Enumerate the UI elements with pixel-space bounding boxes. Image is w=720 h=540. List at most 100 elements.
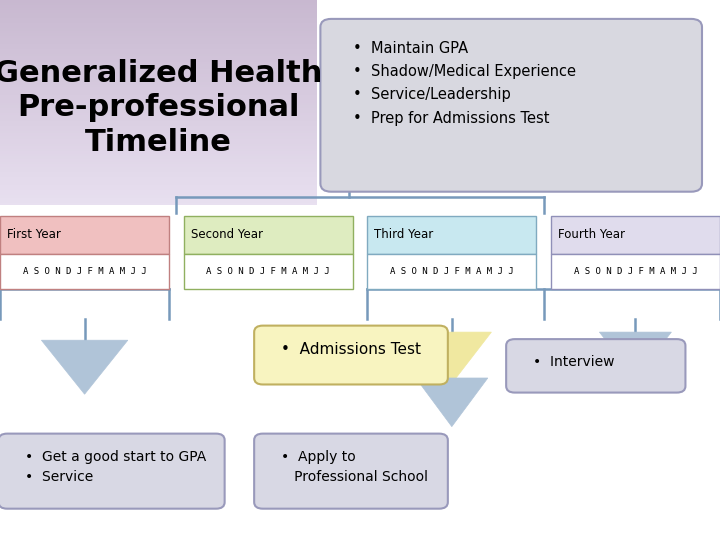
Text: A S O N D J F M A M J J: A S O N D J F M A M J J	[23, 267, 146, 276]
Bar	[0, 54, 317, 56]
Text: •  Get a good start to GPA
•  Service: • Get a good start to GPA • Service	[25, 450, 207, 484]
Bar	[0, 136, 317, 139]
Bar	[0, 138, 317, 141]
Bar	[0, 66, 317, 69]
Bar	[0, 198, 317, 200]
Bar	[0, 92, 317, 95]
Bar	[0, 95, 317, 97]
Bar	[0, 38, 317, 41]
Bar	[551, 254, 720, 289]
Bar	[367, 216, 536, 254]
Bar	[0, 15, 317, 18]
Bar	[367, 254, 536, 289]
Text: Third Year: Third Year	[374, 228, 433, 241]
Text: •  Apply to
   Professional School: • Apply to Professional School	[281, 450, 428, 484]
Bar	[0, 159, 317, 161]
Bar	[0, 192, 317, 195]
Bar	[0, 23, 317, 25]
Bar	[0, 69, 317, 72]
Text: A S O N D J F M A M J J: A S O N D J F M A M J J	[390, 267, 513, 276]
Bar	[0, 179, 317, 182]
Bar	[0, 28, 317, 31]
Bar	[0, 170, 317, 172]
Bar	[184, 254, 353, 289]
Bar	[317, 0, 720, 540]
Bar	[0, 82, 317, 85]
Bar	[0, 200, 317, 202]
Bar	[0, 31, 317, 33]
Text: •  Admissions Test: • Admissions Test	[281, 342, 420, 357]
Text: A S O N D J F M A M J J: A S O N D J F M A M J J	[207, 267, 330, 276]
Bar	[0, 51, 317, 54]
Bar	[0, 185, 317, 187]
Bar	[0, 157, 317, 159]
Bar	[0, 18, 317, 21]
Bar	[0, 216, 169, 254]
Bar	[0, 41, 317, 44]
Bar	[0, 87, 317, 90]
Bar	[0, 141, 317, 144]
Bar	[184, 216, 353, 254]
Polygon shape	[416, 378, 488, 427]
Bar	[0, 8, 317, 10]
Bar	[0, 36, 317, 38]
Bar	[0, 120, 317, 123]
Bar	[0, 164, 317, 167]
Bar	[0, 105, 317, 108]
Bar	[0, 254, 169, 289]
Bar	[0, 177, 317, 179]
Bar	[0, 133, 317, 136]
Bar	[0, 131, 317, 133]
Bar	[0, 25, 317, 28]
Bar	[0, 148, 317, 151]
Bar	[0, 10, 317, 13]
Bar	[0, 118, 317, 120]
Bar	[0, 49, 317, 51]
Text: A S O N D J F M A M J J: A S O N D J F M A M J J	[574, 267, 697, 276]
Bar	[0, 90, 317, 92]
Bar	[0, 167, 317, 170]
Bar	[0, 146, 317, 148]
Bar	[0, 202, 317, 205]
Bar	[0, 187, 317, 190]
Bar	[0, 182, 317, 185]
Bar	[0, 21, 317, 23]
Bar	[0, 174, 317, 177]
Bar	[0, 33, 317, 36]
Bar	[0, 77, 317, 79]
FancyBboxPatch shape	[254, 434, 448, 509]
Bar	[0, 151, 317, 154]
Bar	[0, 0, 317, 3]
Bar	[0, 205, 317, 540]
Bar	[0, 144, 317, 146]
Text: Second Year: Second Year	[191, 228, 263, 241]
Text: •  Interview: • Interview	[533, 355, 614, 369]
Bar	[0, 128, 317, 131]
Bar	[0, 46, 317, 49]
Bar	[0, 103, 317, 105]
Bar	[0, 126, 317, 128]
FancyBboxPatch shape	[320, 19, 702, 192]
Bar	[0, 190, 317, 192]
Bar	[0, 72, 317, 75]
Bar	[0, 195, 317, 198]
Bar	[0, 64, 317, 66]
Text: •  Maintain GPA
•  Shadow/Medical Experience
•  Service/Leadership
•  Prep for A: • Maintain GPA • Shadow/Medical Experien…	[353, 40, 576, 126]
Polygon shape	[412, 332, 491, 383]
Polygon shape	[42, 340, 128, 394]
Bar	[0, 59, 317, 62]
Bar	[0, 57, 317, 59]
Bar	[0, 172, 317, 174]
Bar	[0, 161, 317, 164]
Polygon shape	[599, 332, 672, 378]
Bar	[0, 5, 317, 8]
Bar	[0, 13, 317, 15]
Bar	[0, 85, 317, 87]
Bar	[0, 113, 317, 116]
Text: First Year: First Year	[7, 228, 61, 241]
FancyBboxPatch shape	[0, 434, 225, 509]
Bar	[0, 97, 317, 100]
Text: Generalized Health
Pre-professional
Timeline: Generalized Health Pre-professional Time…	[0, 59, 323, 157]
Bar	[0, 116, 317, 118]
Bar	[0, 108, 317, 110]
